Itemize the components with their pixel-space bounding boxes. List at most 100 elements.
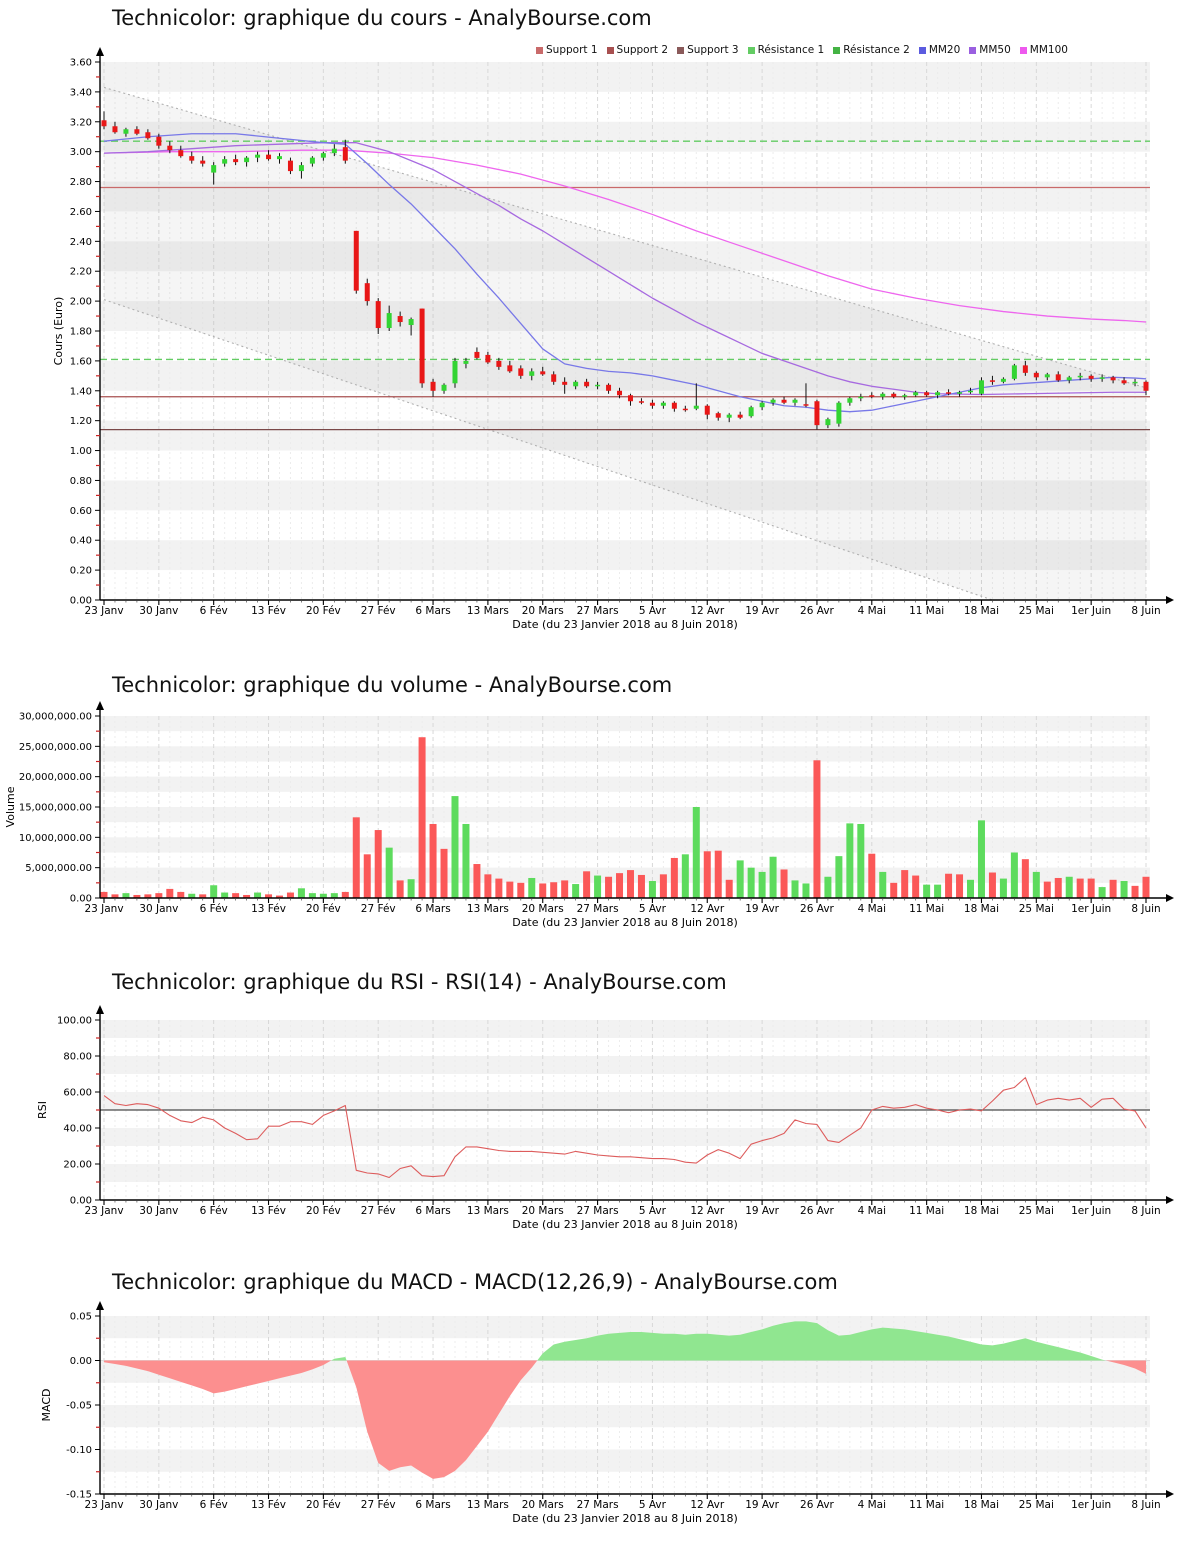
svg-text:27 Fév: 27 Fév [361, 1499, 396, 1511]
svg-text:20 Mars: 20 Mars [522, 605, 564, 617]
svg-text:20 Mars: 20 Mars [522, 1205, 564, 1217]
svg-text:13 Mars: 13 Mars [467, 1499, 509, 1511]
svg-text:3.60: 3.60 [70, 58, 92, 69]
svg-text:2.00: 2.00 [70, 297, 92, 308]
svg-text:25 Mai: 25 Mai [1019, 1205, 1054, 1217]
svg-text:6 Fév: 6 Fév [200, 605, 228, 617]
svg-text:MACD: MACD [40, 1389, 53, 1422]
svg-text:13 Mars: 13 Mars [467, 605, 509, 617]
svg-text:6 Fév: 6 Fév [200, 903, 228, 915]
svg-text:5 Avr: 5 Avr [639, 1205, 667, 1217]
legend-item-support-1: Support 1 [536, 44, 598, 56]
svg-text:10,000,000.00: 10,000,000.00 [19, 833, 92, 844]
svg-text:40.00: 40.00 [63, 1124, 92, 1135]
svg-text:Cours (Euro): Cours (Euro) [52, 297, 65, 366]
svg-text:13 Fév: 13 Fév [251, 1205, 286, 1217]
svg-text:-0.10: -0.10 [66, 1445, 92, 1456]
svg-text:Volume: Volume [4, 786, 17, 827]
legend-item-r-sistance-1: Résistance 1 [747, 44, 824, 56]
price-chart-canvas: 0.00 0.20 0.40 0.60 0.80 1.00 1.20 1.40 1.60 1.80… [52, 47, 1174, 631]
svg-text:1.00: 1.00 [70, 446, 92, 457]
volume-chart-section: 0.00 5,000,000.00 10,000,000.00 15,000,000.… [0, 658, 1200, 958]
svg-text:60.00: 60.00 [63, 1088, 92, 1099]
svg-text:Date (du 23 Janvier 2018 au 8: Date (du 23 Janvier 2018 au 8 Juin 2018) [512, 1218, 738, 1231]
svg-text:1er Juin: 1er Juin [1071, 1499, 1111, 1511]
svg-text:18 Mai: 18 Mai [964, 1205, 999, 1217]
svg-text:19 Avr: 19 Avr [745, 903, 779, 915]
svg-text:4 Mai: 4 Mai [858, 605, 886, 617]
legend-label: Support 1 [546, 44, 598, 56]
svg-text:20 Mars: 20 Mars [522, 903, 564, 915]
svg-text:13 Mars: 13 Mars [467, 903, 509, 915]
svg-text:20 Fév: 20 Fév [306, 1205, 341, 1217]
svg-text:RSI: RSI [36, 1101, 49, 1119]
svg-text:0.20: 0.20 [70, 566, 92, 577]
svg-text:30 Janv: 30 Janv [139, 1499, 178, 1511]
price-chart-legend: Support 1 Support 2 Support 3 Résistance 1 R… [536, 44, 1068, 56]
svg-text:27 Fév: 27 Fév [361, 903, 396, 915]
svg-text:2.40: 2.40 [70, 237, 92, 248]
legend-swatch-icon [1019, 46, 1027, 54]
svg-text:1er Juin: 1er Juin [1071, 605, 1111, 617]
svg-text:13 Fév: 13 Fév [251, 1499, 286, 1511]
svg-text:12 Avr: 12 Avr [690, 605, 724, 617]
macd-chart-title: Technicolor: graphique du MACD - MACD(12… [112, 1270, 838, 1294]
svg-text:23 Janv: 23 Janv [84, 605, 123, 617]
svg-text:3.20: 3.20 [70, 117, 92, 128]
legend-item-mm100: MM100 [1019, 44, 1068, 56]
svg-text:25 Mai: 25 Mai [1019, 605, 1054, 617]
svg-text:100.00: 100.00 [57, 1016, 92, 1027]
svg-text:27 Mars: 27 Mars [577, 1499, 619, 1511]
svg-text:2.60: 2.60 [70, 207, 92, 218]
svg-text:12 Avr: 12 Avr [690, 1499, 724, 1511]
svg-text:6 Fév: 6 Fév [200, 1205, 228, 1217]
svg-text:19 Avr: 19 Avr [745, 1205, 779, 1217]
svg-text:23 Janv: 23 Janv [84, 1499, 123, 1511]
legend-swatch-icon [606, 46, 614, 54]
svg-text:0.05: 0.05 [70, 1312, 92, 1323]
svg-text:0.00: 0.00 [70, 596, 92, 607]
svg-text:6 Mars: 6 Mars [415, 903, 450, 915]
legend-label: Support 2 [616, 44, 669, 56]
svg-text:23 Janv: 23 Janv [84, 1205, 123, 1217]
svg-text:27 Mars: 27 Mars [577, 1205, 619, 1217]
svg-text:30 Janv: 30 Janv [139, 605, 178, 617]
svg-text:1.80: 1.80 [70, 327, 92, 338]
svg-text:11 Mai: 11 Mai [909, 1205, 944, 1217]
svg-text:5,000,000.00: 5,000,000.00 [25, 863, 92, 874]
svg-text:20,000,000.00: 20,000,000.00 [19, 772, 92, 783]
rsi-chart-section: 0.00 20.00 40.00 60.00 80.00 100.00 23 Janv 30 … [0, 958, 1200, 1258]
svg-text:12 Avr: 12 Avr [690, 1205, 724, 1217]
svg-text:15,000,000.00: 15,000,000.00 [19, 803, 92, 814]
svg-text:6 Mars: 6 Mars [415, 605, 450, 617]
svg-text:30 Janv: 30 Janv [139, 1205, 178, 1217]
legend-swatch-icon [677, 46, 685, 54]
svg-text:27 Mars: 27 Mars [577, 903, 619, 915]
svg-text:1er Juin: 1er Juin [1071, 1205, 1111, 1217]
legend-swatch-icon [918, 46, 926, 54]
svg-text:0.00: 0.00 [70, 1196, 92, 1207]
svg-text:2.80: 2.80 [70, 177, 92, 188]
svg-text:8 Juin: 8 Juin [1131, 1205, 1160, 1217]
svg-text:12 Avr: 12 Avr [690, 903, 724, 915]
legend-swatch-icon [747, 46, 755, 54]
svg-text:4 Mai: 4 Mai [858, 1499, 886, 1511]
svg-text:18 Mai: 18 Mai [964, 1499, 999, 1511]
svg-text:0.40: 0.40 [70, 536, 92, 547]
svg-text:5 Avr: 5 Avr [639, 605, 667, 617]
svg-text:-0.15: -0.15 [66, 1490, 92, 1501]
svg-text:6 Mars: 6 Mars [415, 1499, 450, 1511]
macd-chart-canvas: -0.15 -0.10 -0.05 0.00 0.05 23 Janv 30 Janv 6 F… [40, 1301, 1174, 1525]
svg-text:13 Fév: 13 Fév [251, 605, 286, 617]
svg-text:13 Mars: 13 Mars [467, 1205, 509, 1217]
svg-text:0.80: 0.80 [70, 476, 92, 487]
legend-swatch-icon [536, 46, 543, 54]
legend-label: MM20 [928, 44, 961, 56]
legend-label: Support 3 [687, 44, 739, 56]
svg-text:26 Avr: 26 Avr [800, 903, 834, 915]
svg-text:1.20: 1.20 [70, 416, 92, 427]
svg-text:20 Fév: 20 Fév [306, 605, 341, 617]
svg-text:4 Mai: 4 Mai [858, 903, 886, 915]
legend-item-mm20: MM20 [918, 44, 961, 56]
